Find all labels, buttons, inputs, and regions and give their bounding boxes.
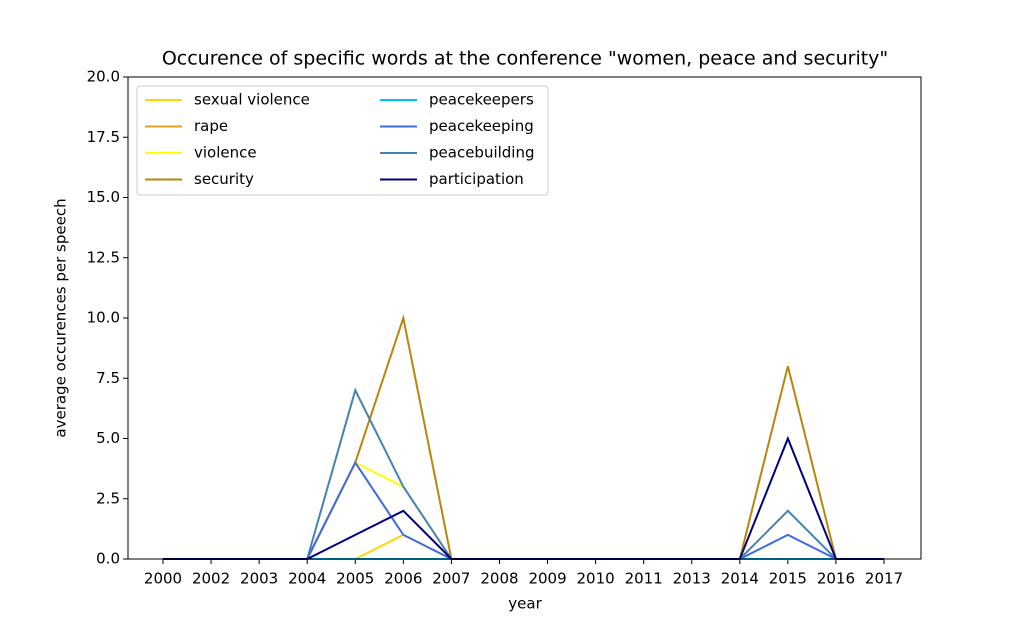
legend-box <box>136 85 549 196</box>
y-tick-label: 7.5 <box>96 369 120 387</box>
y-tick-label: 12.5 <box>87 248 120 266</box>
x-tick-label: 2002 <box>192 570 230 588</box>
y-tick-label: 15.0 <box>87 188 120 206</box>
x-tick-label: 2006 <box>384 570 422 588</box>
legend-label: peacebuilding <box>429 144 535 162</box>
y-axis-label: average occurences per speech <box>52 198 70 437</box>
x-tick-label: 2015 <box>769 570 807 588</box>
x-tick-label: 2017 <box>865 570 903 588</box>
y-tick-label: 0.0 <box>96 550 120 568</box>
x-tick-label: 2000 <box>144 570 182 588</box>
y-tick-label: 2.5 <box>96 489 120 507</box>
legend-label: security <box>194 170 254 188</box>
series-line <box>163 460 884 560</box>
legend-label: participation <box>429 170 524 188</box>
series-line <box>163 533 884 560</box>
x-tick-label: 2010 <box>577 570 615 588</box>
x-tick-label: 2009 <box>528 570 566 588</box>
legend-label: peacekeeping <box>429 117 534 135</box>
x-tick-label: 2011 <box>625 570 663 588</box>
legend-label: peacekeepers <box>429 91 534 109</box>
y-tick-label: 5.0 <box>96 429 120 447</box>
plot-frame <box>127 76 922 560</box>
x-tick-label: 2014 <box>721 570 759 588</box>
legend-label: violence <box>194 144 257 162</box>
x-tick-label: 2004 <box>288 570 326 588</box>
series-line <box>163 461 884 560</box>
legend-label: sexual violence <box>194 91 310 109</box>
x-tick-label: 2013 <box>673 570 711 588</box>
x-tick-label: 2005 <box>336 570 374 588</box>
y-tick-label: 20.0 <box>87 68 120 86</box>
x-tick-label: 2007 <box>432 570 470 588</box>
x-tick-label: 2003 <box>240 570 278 588</box>
y-tick-label: 17.5 <box>87 128 120 146</box>
x-axis-label: year <box>508 595 542 613</box>
legend-label: rape <box>194 117 228 135</box>
chart-title: Occurence of specific words at the confe… <box>162 48 888 70</box>
y-tick-label: 10.0 <box>87 309 120 327</box>
x-tick-label: 2008 <box>480 570 518 588</box>
x-tick-label: 2016 <box>817 570 855 588</box>
